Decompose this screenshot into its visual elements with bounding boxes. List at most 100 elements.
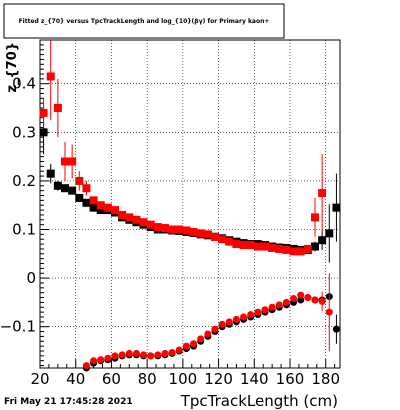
data-point [96, 201, 105, 210]
data-point [89, 203, 98, 212]
data-point [311, 242, 319, 251]
data-point [282, 245, 291, 254]
data-point [118, 351, 126, 359]
y-tick-label: 0.4 [12, 75, 36, 93]
data-point [61, 184, 69, 193]
data-point [46, 169, 55, 178]
data-point [153, 223, 162, 232]
data-point [118, 210, 127, 219]
data-point [246, 241, 255, 250]
data-point [232, 315, 240, 323]
data-point [39, 128, 48, 137]
data-point [211, 325, 219, 333]
data-point [225, 237, 234, 246]
data-point [218, 235, 227, 244]
data-point [103, 203, 112, 212]
x-axis-label: TpcTrackLength (cm) [180, 392, 338, 410]
x-tick-label: 20 [30, 370, 49, 388]
data-point [253, 242, 262, 251]
data-point [268, 243, 277, 252]
data-point [89, 196, 98, 205]
data-point [197, 335, 205, 343]
data-point [325, 308, 333, 316]
y-tick-label: −0.1 [0, 318, 36, 336]
data-point [53, 104, 62, 113]
x-tick-label: 160 [276, 370, 305, 388]
data-point [75, 176, 84, 185]
data-point [290, 295, 298, 303]
data-point [68, 186, 77, 195]
data-point [97, 356, 105, 364]
data-point [318, 236, 327, 245]
data-point [261, 242, 269, 251]
data-point [96, 206, 105, 215]
data-point [182, 226, 191, 235]
data-point [125, 213, 134, 222]
data-point [261, 306, 269, 314]
data-point [254, 308, 262, 316]
x-tick-label: 40 [66, 370, 85, 388]
data-point [204, 330, 212, 338]
data-point [147, 352, 155, 360]
data-point [175, 346, 183, 354]
data-point [161, 224, 169, 233]
data-point [225, 318, 233, 326]
data-point [39, 108, 48, 117]
data-point [275, 244, 284, 253]
chart-title: Fitted z_{70} versus TpcTrackLength and … [19, 18, 270, 25]
data-point [239, 241, 248, 250]
data-point [289, 247, 298, 256]
data-point [168, 225, 177, 234]
data-point [247, 311, 255, 319]
data-point [275, 301, 283, 309]
data-point [140, 351, 148, 359]
data-point [318, 189, 327, 198]
data-point [168, 348, 176, 356]
axes: 20 40 60 80 100 120 140 160 180 −0.1 0 0.1 0.2 0.3 0.4 [0, 44, 340, 388]
data-marks [39, 40, 341, 372]
data-point [211, 232, 219, 241]
data-point [297, 291, 305, 299]
y-tick-label: 0.1 [12, 221, 36, 239]
data-point [232, 240, 241, 249]
data-point [189, 227, 198, 236]
x-tick-label: 120 [204, 370, 233, 388]
y-axis-label: z_{70} [5, 42, 20, 93]
data-point [282, 298, 290, 306]
data-point [161, 349, 169, 357]
data-point [311, 213, 319, 222]
data-point [82, 198, 91, 207]
x-tick-label: 100 [169, 370, 198, 388]
x-tick-label: 60 [102, 370, 121, 388]
data-point [104, 354, 112, 362]
data-point [332, 203, 341, 212]
data-point [154, 351, 162, 359]
data-point [139, 218, 148, 227]
data-point [82, 184, 91, 193]
data-point [218, 320, 226, 328]
data-point [325, 229, 334, 238]
timestamp: Fri May 21 17:45:28 2021 [4, 397, 133, 407]
data-point [146, 220, 155, 229]
data-point [53, 181, 62, 190]
y-tick-label: 0.3 [12, 123, 36, 141]
data-point [182, 342, 190, 350]
data-point [268, 303, 276, 311]
data-point [90, 357, 98, 365]
data-point [111, 206, 119, 215]
data-point [132, 215, 141, 224]
data-point [297, 296, 305, 304]
x-tick-label: 180 [311, 370, 340, 388]
y-tick-label: 0.2 [12, 172, 36, 190]
data-point [296, 247, 305, 256]
data-point [196, 229, 205, 238]
data-point [125, 349, 133, 357]
data-point [61, 157, 69, 166]
data-point [46, 72, 55, 81]
data-point [311, 296, 319, 304]
data-point [82, 362, 90, 370]
grid [39, 40, 340, 368]
x-tick-label: 140 [240, 370, 269, 388]
data-point [304, 294, 312, 302]
